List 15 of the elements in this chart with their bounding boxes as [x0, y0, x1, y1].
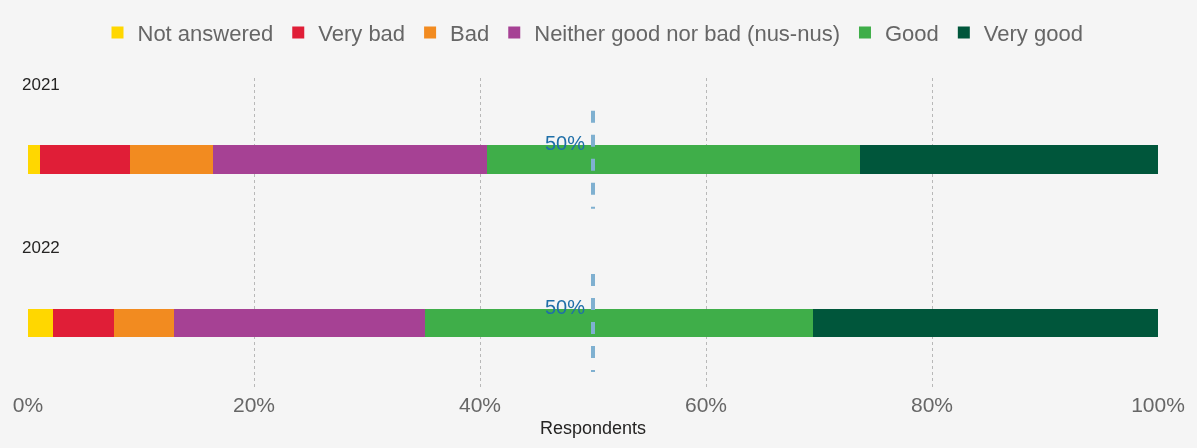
x-tick-label: 0%	[12, 393, 44, 416]
y-tick-label: 2021	[22, 75, 60, 94]
x-tick-label: 20%	[232, 393, 276, 416]
y-tick-label: 2022	[22, 238, 60, 257]
x-tick-label: 60%	[684, 393, 728, 416]
legend-label: Very bad	[318, 21, 406, 47]
legend-label: Good	[884, 21, 939, 47]
x-axis-title: Respondents	[539, 418, 647, 439]
x-tick-label: 40%	[458, 393, 502, 416]
x-tick-label: 100%	[1131, 393, 1185, 416]
legend-label: Neither good nor bad (nus-nus)	[534, 21, 840, 47]
legend-label: Very good	[983, 21, 1083, 47]
legend-label: Not answered	[137, 21, 274, 47]
legend-label: Bad	[450, 21, 490, 47]
x-tick-label: 80%	[910, 393, 954, 416]
